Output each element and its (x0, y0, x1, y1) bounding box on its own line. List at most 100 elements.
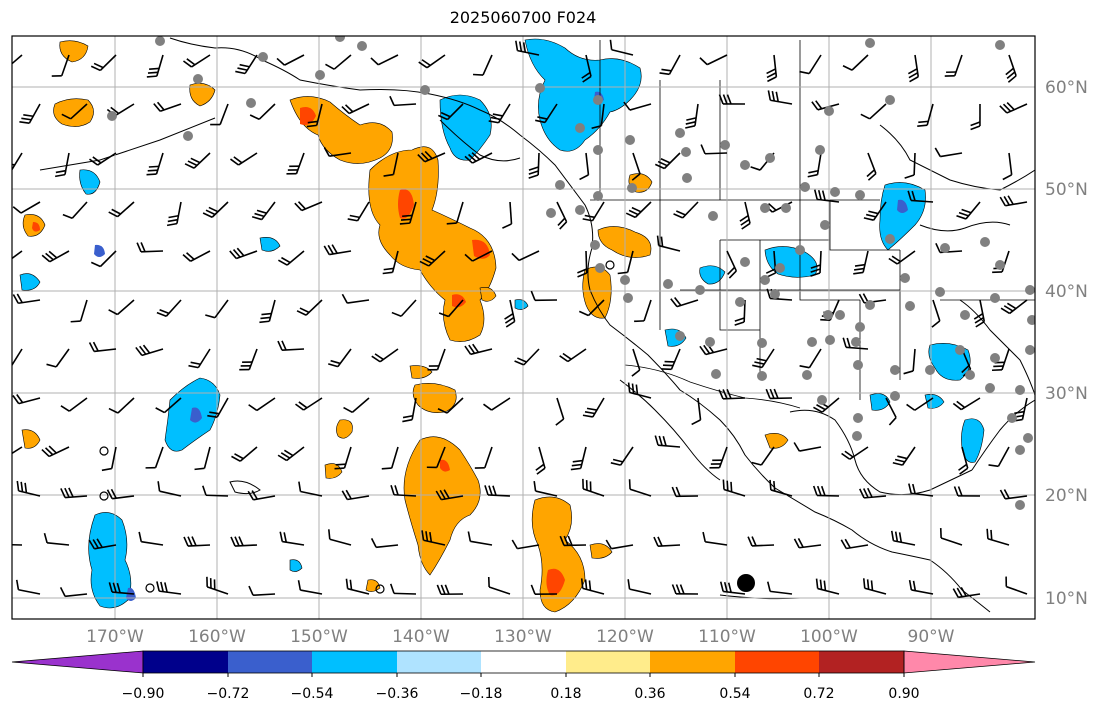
station-marker (990, 293, 1000, 303)
colorbar-segment (735, 651, 819, 673)
wind-barb (722, 479, 746, 497)
wind-barb (726, 250, 738, 279)
wind-barb (999, 195, 1028, 207)
station-marker (720, 140, 730, 150)
wind-barb (812, 485, 840, 497)
wind-barb (334, 446, 352, 470)
station-marker (995, 40, 1005, 50)
wind-barb (944, 54, 963, 77)
wind-barb (799, 348, 822, 369)
wind-barb (866, 152, 877, 181)
wind-barb (12, 394, 41, 405)
wind-barb (341, 293, 370, 304)
colorbar-segment (566, 651, 650, 673)
station-marker (1027, 315, 1035, 325)
station-marker (546, 208, 556, 218)
wind-barb (656, 235, 681, 252)
station-marker (925, 365, 935, 375)
station-marker (1023, 433, 1033, 443)
wind-barb (60, 487, 88, 499)
lat-label: 40°N (1045, 282, 1088, 302)
wind-barb (807, 152, 822, 178)
wind-barb (653, 536, 681, 548)
wind-barb (890, 530, 916, 546)
wind-barb (799, 54, 822, 75)
lon-label: 140°W (392, 627, 450, 647)
wind-barb (12, 293, 41, 305)
wind-barb (659, 54, 681, 76)
wind-barb (277, 446, 305, 462)
station-marker (820, 220, 830, 230)
station-marker (851, 337, 861, 347)
station-marker (575, 205, 585, 215)
wind-barb (904, 152, 916, 179)
wind-barb (108, 299, 135, 316)
lat-label: 10°N (1045, 589, 1088, 609)
lat-label: 20°N (1045, 486, 1088, 506)
colorbar-tick-label: −0.72 (207, 686, 250, 702)
wind-barb (426, 446, 446, 469)
wind-barb (12, 446, 23, 455)
wind-barb (570, 446, 587, 471)
wind-barb (625, 201, 652, 219)
wind-barb (907, 190, 934, 203)
wind-barb (699, 54, 728, 66)
wind-barb (12, 250, 23, 260)
station-marker (735, 297, 745, 307)
wind-barb (207, 397, 229, 418)
colorbar-segment (143, 651, 228, 673)
wind-barb (580, 578, 605, 595)
wind-barb (582, 478, 605, 497)
colorbar-segment (819, 651, 904, 673)
map-content (12, 36, 1035, 619)
wind-barb (709, 446, 728, 469)
wind-barb (631, 348, 641, 377)
wind-barb (623, 101, 652, 111)
wind-barb (391, 299, 417, 317)
strong-negative-contours (94, 91, 908, 601)
gridlines (12, 36, 1035, 619)
wind-barb (389, 583, 417, 595)
lon-label: 110°W (698, 627, 756, 647)
wind-barb (813, 189, 840, 203)
wind-barb (767, 90, 793, 105)
wind-barb (136, 242, 164, 253)
wind-barb (12, 54, 23, 65)
wind-barb (341, 489, 370, 501)
wind-barb (249, 103, 276, 120)
station-marker (575, 123, 585, 133)
wind-barb (279, 531, 305, 546)
wind-barb (298, 481, 323, 497)
station-marker (890, 391, 900, 401)
lon-label: 100°W (800, 627, 858, 647)
wind-barb (370, 538, 399, 549)
wind-barb (90, 54, 117, 72)
station-marker (965, 370, 975, 380)
strong-positive-contours (32, 107, 565, 596)
wind-barb (101, 446, 117, 472)
station-marker (1015, 445, 1025, 455)
wind-barb (952, 587, 981, 599)
station-marker (802, 370, 812, 380)
wind-barb (15, 579, 41, 595)
wind-barb (46, 348, 70, 368)
wind-barb (383, 152, 399, 177)
wind-barb (88, 341, 117, 353)
wind-barb (908, 483, 934, 497)
wind-barb (90, 250, 117, 268)
wind-barb (446, 201, 464, 225)
wind-barb (734, 299, 746, 326)
wind-barb (239, 348, 258, 371)
wind-barb (514, 348, 540, 366)
station-marker (258, 52, 268, 62)
longitude-labels: 170°W 160°W 150°W 140°W 130°W 120°W 110°… (86, 627, 955, 647)
station-marker (1025, 285, 1035, 295)
station-marker (990, 353, 1000, 363)
wind-barb (205, 299, 229, 319)
station-marker (1007, 413, 1017, 423)
wind-barb (885, 397, 897, 426)
wind-barb (841, 446, 869, 460)
wind-barb (862, 578, 887, 595)
station-marker (590, 240, 600, 250)
station-marker (335, 36, 345, 42)
